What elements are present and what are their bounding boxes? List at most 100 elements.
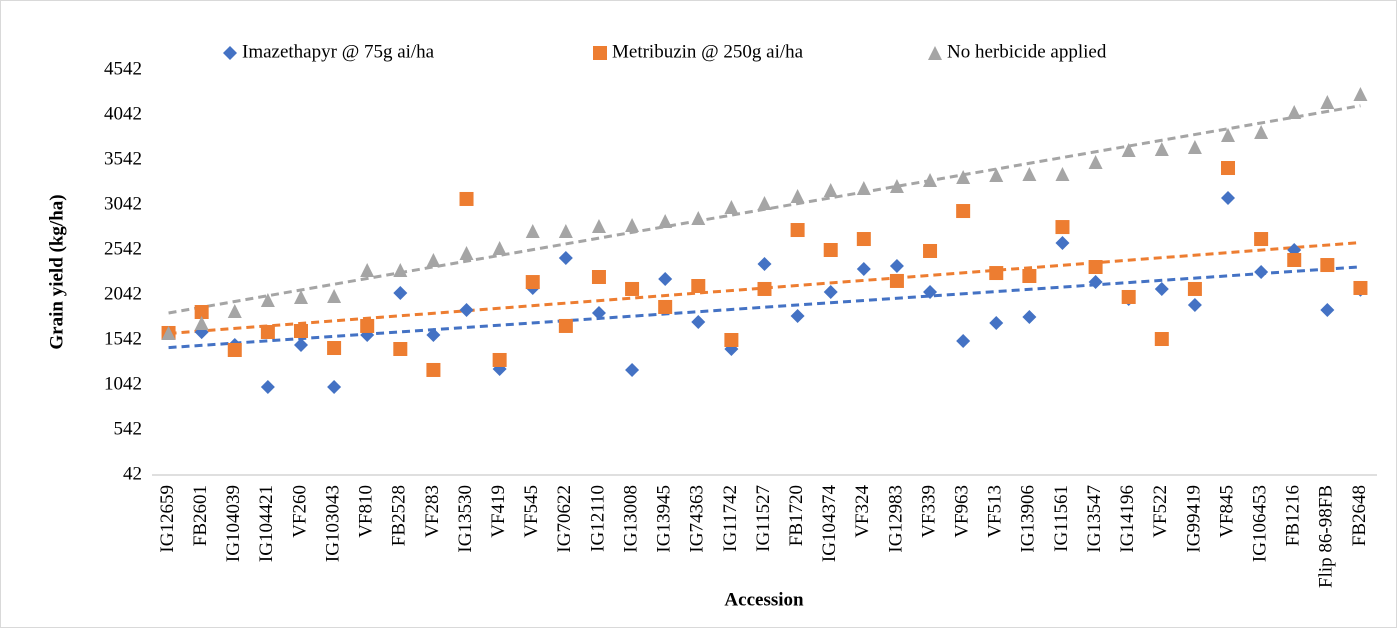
y-tick-label: 2042 [104,283,142,304]
point [625,362,640,377]
point [956,204,971,219]
point [393,286,408,301]
point [591,270,606,284]
point [227,304,242,319]
x-tick-label: IG11561 [1051,485,1072,552]
point [591,306,606,320]
point [1055,235,1070,250]
point [459,303,474,318]
point [426,362,441,377]
point [1287,252,1302,267]
point [625,281,640,296]
point [393,342,408,356]
point [889,273,904,288]
x-tick-label: IG12983 [885,485,906,553]
point [1088,260,1103,275]
x-tick-label: IG104039 [223,485,244,562]
x-tick-label: VF513 [985,485,1006,538]
point [923,243,938,258]
x-axis-title: Accession [724,589,804,610]
x-tick-label: VF324 [852,485,873,538]
point [558,318,573,333]
point [1154,281,1169,296]
y-tick-label: 42 [123,463,142,484]
point [293,324,308,338]
point [790,308,805,323]
point [260,379,275,394]
point [757,196,772,211]
x-tick-label: IG11527 [753,485,774,552]
point [923,172,938,187]
point [790,189,805,203]
point [856,180,871,195]
point [956,333,971,348]
point [492,241,507,256]
x-tick-label: FB2601 [190,485,211,546]
point [360,318,375,333]
trendline [168,241,1361,335]
x-tick-label: IG12110 [587,485,608,552]
x-tick-label: FB2528 [389,485,410,546]
x-tick-label: FB1216 [1283,485,1304,546]
point [558,251,573,266]
point [525,275,540,290]
point [1353,280,1368,295]
point [1055,220,1070,235]
point [1254,125,1269,140]
x-tick-label: FB2648 [1349,485,1370,546]
point [658,214,673,229]
y-tick-label: 542 [114,418,143,439]
y-tick-label: 3042 [104,193,142,214]
x-tick-label: VF419 [488,485,509,538]
point [194,315,209,330]
point [227,342,242,357]
point [1320,258,1335,273]
point [691,279,706,293]
point [459,245,474,260]
point [591,218,606,233]
point [823,285,838,300]
point [989,315,1004,330]
x-tick-label: VF810 [356,485,377,538]
point [293,337,308,352]
point [823,243,838,257]
point [856,232,871,247]
legend-marker [928,46,942,60]
point [1353,87,1368,102]
point [327,379,342,394]
point [558,224,573,239]
x-tick-label: IG74363 [687,485,708,553]
point [724,199,739,214]
legend-marker [593,46,607,60]
x-tick-label: IG13530 [455,485,476,553]
point [889,259,904,274]
x-tick-label: IG99419 [1183,485,1204,553]
point [194,305,209,320]
x-tick-label: VF339 [918,485,939,538]
legend-label: Metribuzin @ 250g ai/ha [612,41,804,62]
y-tick-label: 4542 [104,58,142,79]
point [1320,303,1335,318]
point [1254,232,1269,247]
point [989,266,1004,281]
point [1088,154,1103,169]
point [1022,167,1037,182]
y-tick-label: 1542 [104,328,142,349]
point [1254,264,1269,279]
point [889,179,904,194]
point [790,223,805,238]
x-tick-label: VF522 [1150,485,1171,538]
point [1221,190,1236,205]
point [1187,297,1202,312]
point [1187,281,1202,296]
point [1121,289,1136,304]
point [989,168,1004,183]
x-tick-label: VF283 [422,485,443,538]
x-tick-label: IG103043 [322,485,343,562]
x-tick-label: IG13008 [620,485,641,553]
point [757,281,772,296]
point [625,217,640,232]
point [360,262,375,277]
y-tick-label: 3542 [104,148,142,169]
